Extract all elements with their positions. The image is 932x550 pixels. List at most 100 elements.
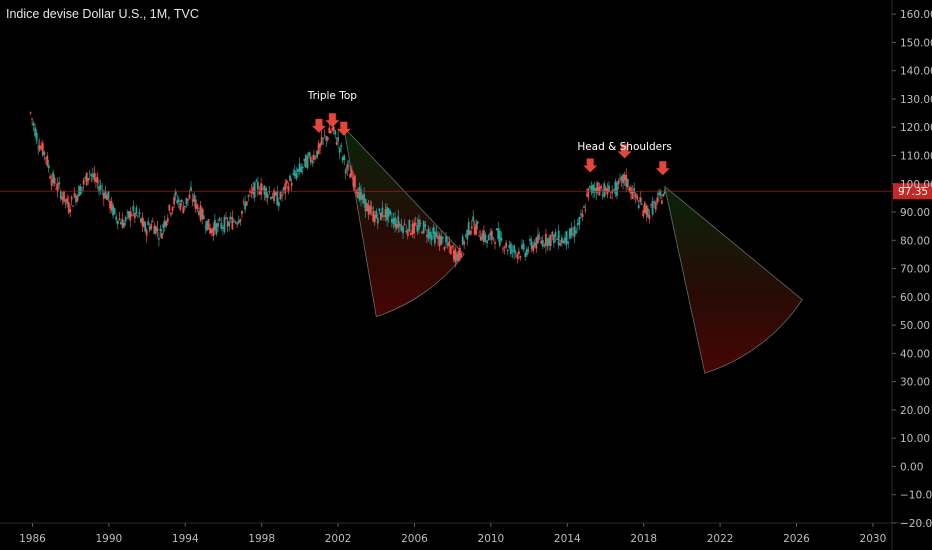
candle-body xyxy=(289,175,291,181)
candle-body xyxy=(503,247,506,249)
down-arrow-marker xyxy=(325,113,340,128)
candle-body xyxy=(258,191,261,195)
candle-body xyxy=(562,240,565,244)
candle-body xyxy=(658,193,660,196)
annotation-label: Triple Top xyxy=(307,90,358,102)
y-tick-label: 0.00 xyxy=(900,461,923,473)
candle-body xyxy=(316,150,318,158)
candle-body xyxy=(87,178,90,181)
candle-body xyxy=(530,241,533,249)
candle-body xyxy=(210,228,213,233)
candle-body xyxy=(432,227,435,234)
candle-body xyxy=(352,177,355,187)
candle-body xyxy=(223,217,226,232)
candle-body xyxy=(261,188,264,190)
candle-body xyxy=(593,187,596,191)
x-tick-label: 1986 xyxy=(19,533,46,545)
candle-body xyxy=(373,214,376,222)
candle-body xyxy=(221,227,224,229)
candlestick-series xyxy=(29,111,666,268)
candle-body xyxy=(147,221,150,226)
candle-body xyxy=(416,225,419,232)
candle-body xyxy=(233,221,235,222)
y-tick-label: −10.00 xyxy=(900,490,932,502)
candle-body xyxy=(159,228,162,232)
candle-body xyxy=(383,215,385,217)
candle-body xyxy=(521,244,523,249)
candle-body xyxy=(659,190,662,196)
candle-body xyxy=(173,196,176,205)
candle-body xyxy=(144,222,147,232)
candle-body xyxy=(101,189,104,191)
candle-body xyxy=(220,222,223,229)
candle-body xyxy=(636,195,639,200)
candle-body xyxy=(500,237,503,241)
candle-body xyxy=(165,221,168,226)
y-tick-label: 40.00 xyxy=(900,348,930,360)
candle-body xyxy=(127,211,130,218)
candle-body xyxy=(61,196,64,200)
candle-body xyxy=(446,243,449,245)
y-tick-label: −20.00 xyxy=(900,518,932,530)
down-arrow-marker xyxy=(655,161,670,176)
candle-body xyxy=(554,232,557,237)
candle-body xyxy=(120,222,122,225)
candle-body xyxy=(440,236,443,245)
candle-body xyxy=(63,191,65,202)
candle-body xyxy=(253,182,256,198)
candle-body xyxy=(617,180,620,185)
candle-body xyxy=(438,235,441,247)
candle-body xyxy=(331,127,334,131)
candle-body xyxy=(379,212,382,221)
candle-body xyxy=(596,182,599,192)
candle-body xyxy=(560,237,563,243)
candle-body xyxy=(177,199,180,203)
candle-body xyxy=(266,194,269,198)
candle-body xyxy=(653,202,656,204)
candle-body xyxy=(309,156,312,162)
candle-body xyxy=(608,185,610,193)
candle-body xyxy=(403,223,406,226)
candle-body xyxy=(541,239,544,247)
x-tick-label: 1990 xyxy=(96,533,123,545)
candle-body xyxy=(585,194,588,196)
candle-body xyxy=(543,245,546,247)
candle-body xyxy=(113,208,116,214)
candle-body xyxy=(123,222,126,227)
candle-body xyxy=(350,169,353,177)
candle-body xyxy=(548,237,551,246)
candle-body xyxy=(317,143,320,154)
candle-body xyxy=(511,250,514,252)
candle-body xyxy=(290,182,293,187)
candle-body xyxy=(527,250,530,252)
candle-body xyxy=(319,143,322,148)
x-tick-label: 2002 xyxy=(325,533,352,545)
candle-body xyxy=(452,250,455,260)
candle-body xyxy=(137,215,139,217)
candle-body xyxy=(494,242,496,244)
candle-body xyxy=(252,186,254,194)
candle-body xyxy=(604,187,607,192)
candle-body xyxy=(209,228,212,234)
candle-body xyxy=(271,196,274,199)
candle-body xyxy=(58,182,61,185)
candle-body xyxy=(559,243,562,246)
candle-body xyxy=(281,194,283,197)
candle-body xyxy=(98,186,100,192)
candle-body xyxy=(378,208,381,212)
candle-body xyxy=(357,192,359,199)
candle-body xyxy=(121,218,124,229)
candle-body xyxy=(153,225,156,235)
candle-body xyxy=(150,224,153,229)
candle-body xyxy=(486,240,488,244)
candle-body xyxy=(335,141,338,145)
candle-body xyxy=(568,228,571,239)
candle-body xyxy=(226,220,229,227)
candle-body xyxy=(338,147,341,153)
candle-body xyxy=(346,164,349,170)
candle-body xyxy=(94,178,97,182)
candle-body xyxy=(329,131,332,134)
candle-body xyxy=(90,174,93,176)
candle-body xyxy=(588,185,591,188)
